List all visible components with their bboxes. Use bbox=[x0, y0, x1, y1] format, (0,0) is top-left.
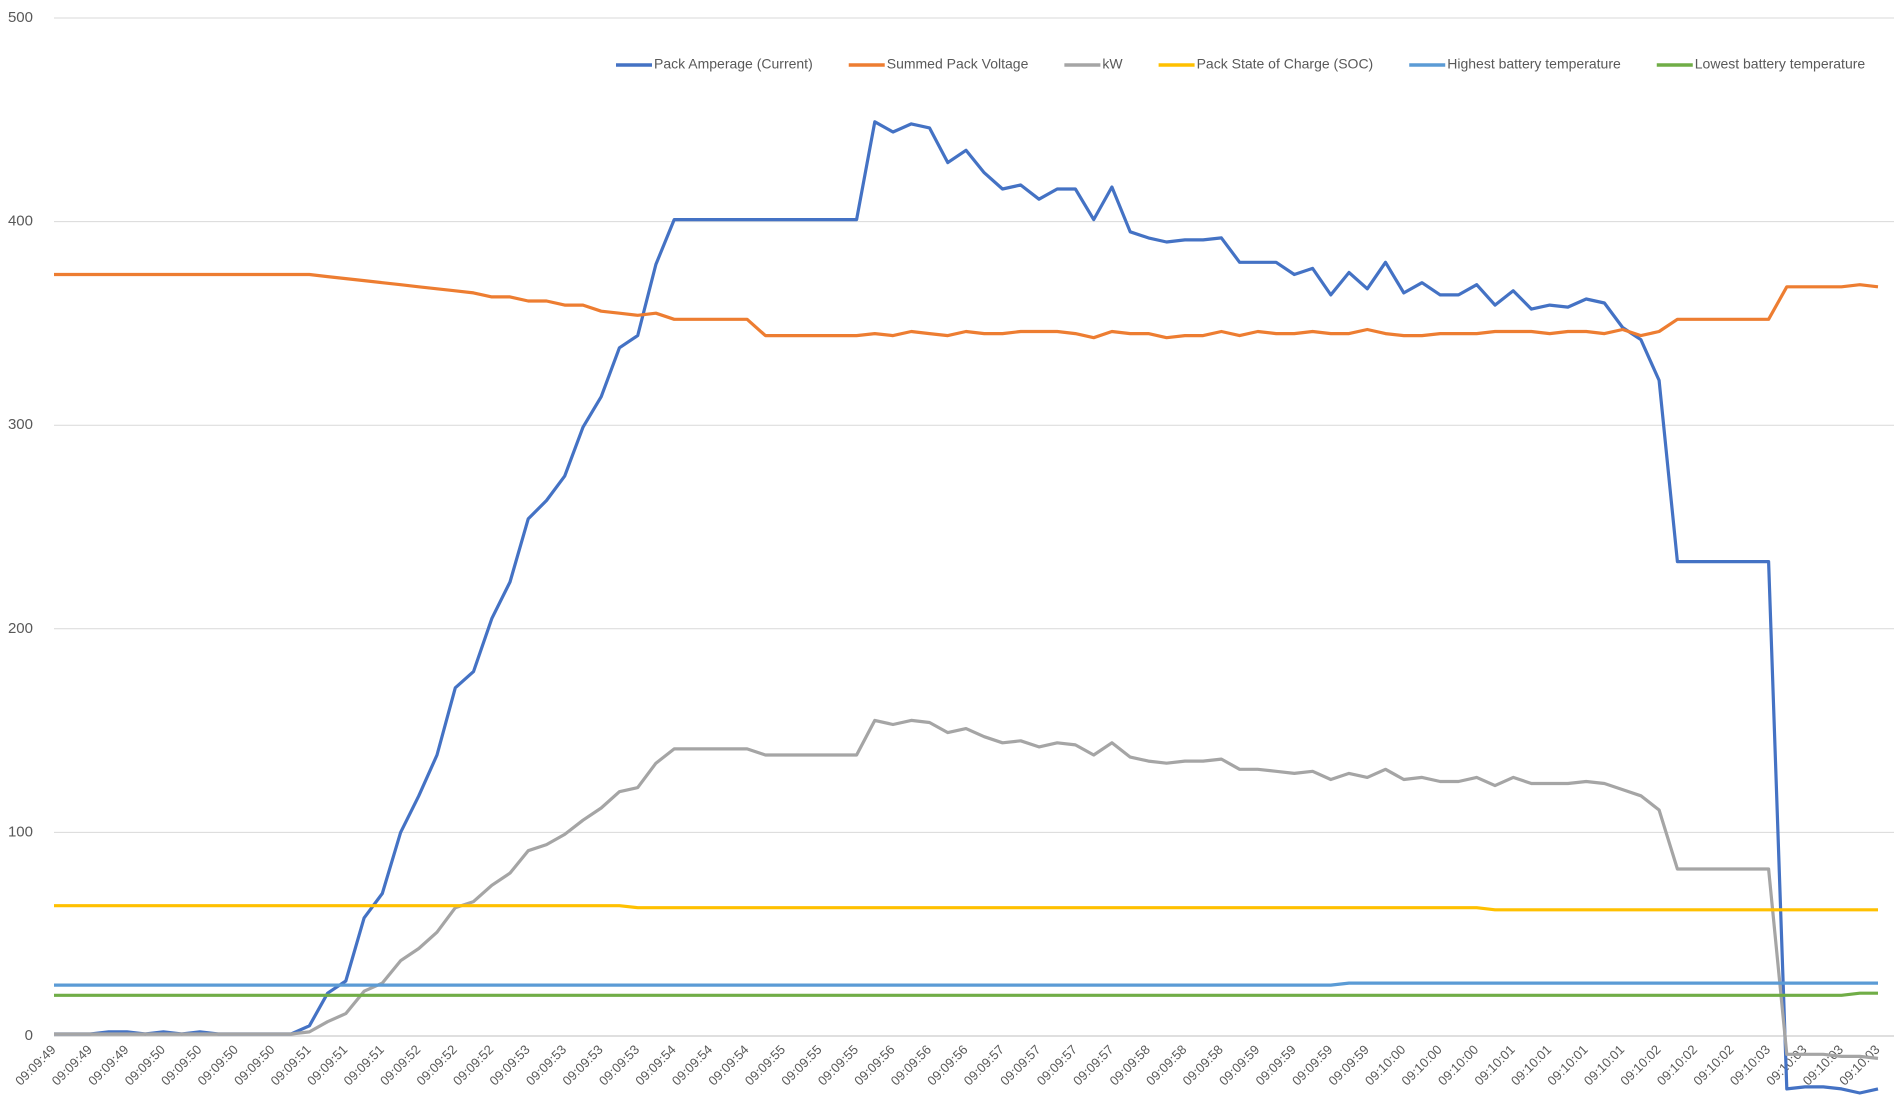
series-line bbox=[54, 718, 1879, 1060]
x-tick-label: 09:10:03 bbox=[1836, 1042, 1882, 1088]
legend-item: kW bbox=[1064, 56, 1123, 72]
series-line bbox=[54, 991, 1878, 997]
legend-label: kW bbox=[1102, 56, 1123, 72]
legend-label: Highest battery temperature bbox=[1447, 56, 1621, 72]
legend-label: Pack State of Charge (SOC) bbox=[1197, 56, 1374, 72]
legend-item: Pack Amperage (Current) bbox=[616, 56, 813, 72]
legend-item: Pack State of Charge (SOC) bbox=[1158, 56, 1374, 72]
y-tick-label: 500 bbox=[8, 9, 33, 26]
series-line bbox=[54, 120, 1879, 1095]
y-tick-label: 0 bbox=[25, 1027, 33, 1044]
legend-item: Lowest battery temperature bbox=[1656, 56, 1866, 72]
series-line bbox=[54, 904, 1878, 912]
y-tick-label: 400 bbox=[8, 213, 33, 230]
legend-item: Summed Pack Voltage bbox=[848, 56, 1029, 72]
y-tick-label: 300 bbox=[8, 416, 33, 433]
legend-label: Summed Pack Voltage bbox=[887, 56, 1029, 72]
legend-label: Pack Amperage (Current) bbox=[654, 56, 813, 72]
y-tick-label: 200 bbox=[8, 620, 33, 637]
y-tick-label: 100 bbox=[8, 823, 33, 840]
series-line bbox=[54, 981, 1878, 987]
legend-label: Lowest battery temperature bbox=[1695, 56, 1866, 72]
series-line bbox=[54, 272, 1879, 340]
legend-item: Highest battery temperature bbox=[1409, 56, 1621, 72]
